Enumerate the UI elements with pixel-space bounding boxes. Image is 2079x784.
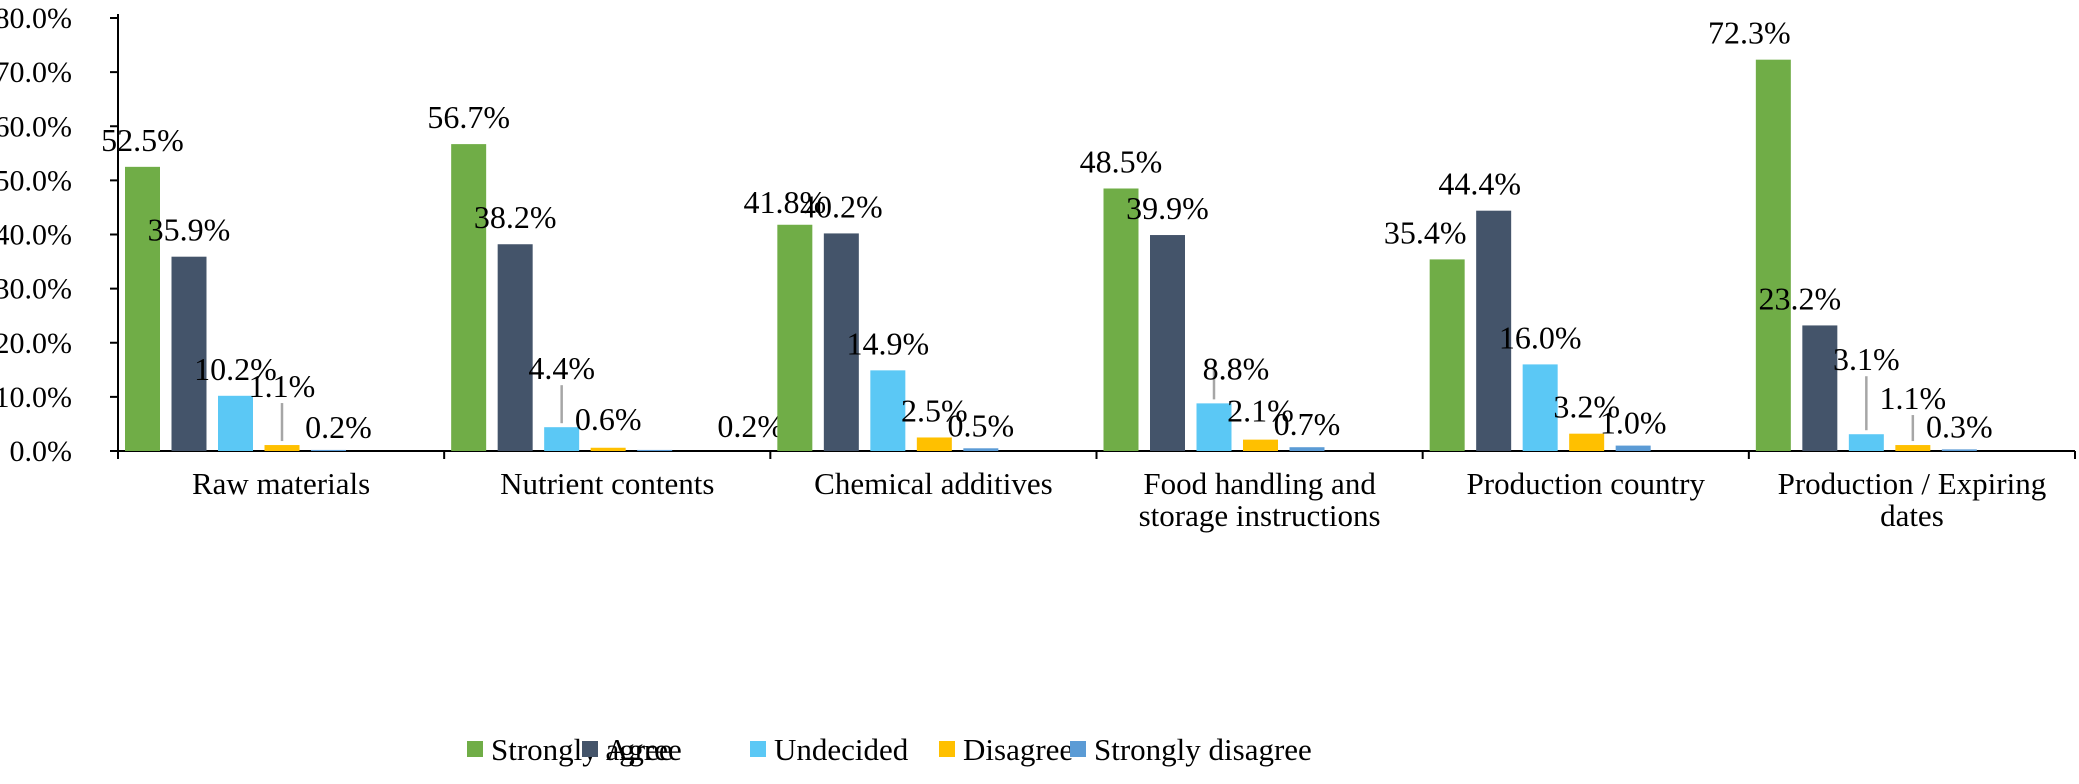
legend-swatch <box>939 741 955 757</box>
data-label: 48.5% <box>1080 143 1163 179</box>
legend-swatch <box>750 741 766 757</box>
category-label: Raw materials <box>192 466 370 501</box>
y-tick-label: 60.0% <box>0 110 72 143</box>
category-label: dates <box>1880 498 1944 533</box>
bar-strongly-disagree <box>311 449 346 451</box>
y-tick-label: 0.0% <box>10 435 73 468</box>
bar-undecided <box>870 370 906 451</box>
data-label: 1.1% <box>1880 380 1947 416</box>
data-label: 16.0% <box>1499 319 1582 355</box>
bar-strongly-agree <box>451 144 487 451</box>
bar-disagree <box>916 437 952 451</box>
bar-strongly-disagree <box>1289 447 1325 451</box>
data-label: 4.4% <box>528 350 595 386</box>
bar-disagree <box>1243 439 1278 451</box>
bar-strongly-disagree <box>963 448 999 451</box>
bar-agree <box>1802 325 1838 451</box>
data-label: 3.1% <box>1833 341 1900 377</box>
data-label: 72.3% <box>1708 15 1791 51</box>
category-label: Production country <box>1467 466 1706 501</box>
data-label: 1.1% <box>249 368 316 404</box>
data-label: 14.9% <box>847 325 930 361</box>
bar-strongly-agree <box>1429 259 1465 451</box>
bar-agree <box>171 256 207 451</box>
y-tick-label: 50.0% <box>0 164 72 197</box>
bar-undecided <box>1848 434 1884 451</box>
legend-label: Strongly agree <box>491 732 673 767</box>
data-label: 40.2% <box>800 188 883 224</box>
data-label: 0.7% <box>1274 406 1341 442</box>
y-tick-label: 40.0% <box>0 219 72 252</box>
bar-strongly-disagree <box>637 449 673 451</box>
y-tick-label: 30.0% <box>0 273 72 306</box>
y-tick-label: 70.0% <box>0 56 72 89</box>
bar-strongly-agree <box>1103 188 1139 451</box>
bar-disagree <box>264 445 300 451</box>
data-label: 35.4% <box>1384 214 1467 250</box>
bar-strongly-agree <box>1755 59 1791 452</box>
bar-strongly-disagree <box>1615 445 1651 451</box>
data-label: 2.5% <box>901 392 968 428</box>
data-label: 0.2% <box>717 408 784 444</box>
data-label: 38.2% <box>474 199 557 235</box>
bar-disagree <box>590 447 626 451</box>
bar-disagree <box>1569 433 1605 451</box>
category-label: Chemical additives <box>814 466 1052 501</box>
y-tick-label: 20.0% <box>0 327 72 360</box>
data-label: 56.7% <box>427 99 510 135</box>
bar-undecided <box>1522 364 1558 451</box>
legend-label: Disagree <box>963 732 1073 767</box>
data-label: 8.8% <box>1203 350 1270 386</box>
data-label: 23.2% <box>1759 280 1842 316</box>
data-label: 2.1% <box>1227 393 1294 429</box>
bar-agree <box>1150 235 1185 451</box>
bar-agree <box>1476 210 1512 451</box>
category-label: Food handling and <box>1143 466 1376 501</box>
bar-strongly-agree <box>777 224 813 451</box>
bar-undecided <box>1196 403 1232 451</box>
bar-agree <box>497 244 533 451</box>
bar-disagree <box>1895 445 1931 451</box>
bar-strongly-disagree <box>1941 449 1977 451</box>
category-label: storage instructions <box>1139 498 1381 533</box>
data-label: 0.6% <box>575 401 642 437</box>
data-label: 35.9% <box>148 212 231 248</box>
data-label: 0.5% <box>948 407 1015 443</box>
y-tick-label: 80.0% <box>0 2 72 35</box>
data-label: 41.8% <box>744 184 827 220</box>
legend-label: Strongly disagree <box>1094 732 1312 767</box>
legend-swatch <box>582 741 598 757</box>
bar-agree <box>823 233 859 451</box>
legend-swatch <box>1070 741 1086 757</box>
data-label: 0.2% <box>305 409 372 445</box>
data-label: 0.3% <box>1926 408 1993 444</box>
legend-swatch <box>467 741 483 757</box>
data-label: 52.5% <box>101 122 184 158</box>
legend-label: Undecided <box>774 732 909 767</box>
data-label: 3.2% <box>1553 389 1620 425</box>
y-tick-label: 10.0% <box>0 381 72 414</box>
data-label: 44.4% <box>1438 166 1521 202</box>
data-label: 10.2% <box>194 351 277 387</box>
bar-strongly-agree <box>125 166 160 451</box>
category-label: Production / Expiring <box>1778 466 2047 501</box>
bar-undecided <box>544 427 580 451</box>
bar-undecided <box>218 395 253 451</box>
data-label: 1.0% <box>1600 405 1667 441</box>
data-label: 39.9% <box>1126 190 1209 226</box>
category-label: Nutrient contents <box>500 466 714 501</box>
legend-label: Agree <box>606 732 682 767</box>
